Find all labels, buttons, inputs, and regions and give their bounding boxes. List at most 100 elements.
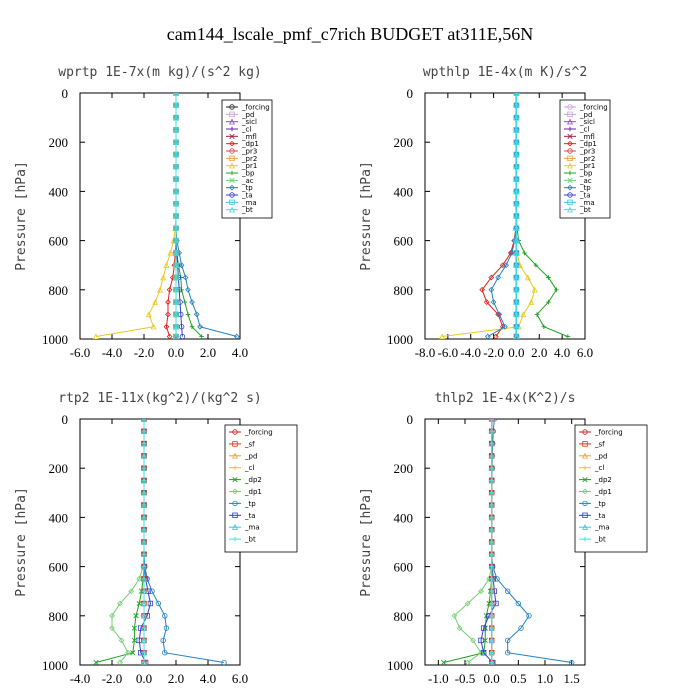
legend-box: [559, 99, 611, 219]
data-point: [173, 262, 179, 268]
data-point: [513, 139, 520, 145]
legend-marker: [229, 133, 235, 139]
y-axis-label: Pressure [hPa]: [359, 487, 374, 597]
legend-marker: [567, 192, 573, 198]
x-tick-label: 6.0: [577, 345, 593, 360]
data-point: [464, 600, 471, 607]
data-point: [160, 274, 167, 281]
data-point: [522, 250, 527, 256]
legend-label: _pr3: [241, 148, 257, 156]
data-point: [489, 588, 494, 594]
legend-label: _forcing: [579, 104, 608, 112]
legend-label: _bt: [241, 206, 253, 214]
data-point: [504, 588, 511, 594]
data-point: [173, 298, 179, 305]
legend-label: _sicl: [579, 118, 595, 126]
data-point: [173, 163, 179, 170]
legend-label: _ma: [579, 199, 595, 207]
data-point: [130, 650, 136, 656]
data-point: [173, 151, 179, 158]
data-point: [163, 625, 170, 631]
panel-title: rtp2 1E-11x(kg^2)/(kg^2 s): [58, 391, 262, 406]
data-point: [489, 601, 494, 606]
legend-marker: [229, 199, 235, 206]
legend-label: _cl: [241, 126, 251, 134]
legend-label: _mfl: [579, 133, 595, 141]
legend-marker: [232, 524, 238, 530]
data-point: [518, 625, 524, 631]
data-point: [513, 298, 520, 305]
data-point: [141, 441, 147, 446]
series-group: [93, 419, 227, 665]
legend-label: _ma: [244, 524, 260, 532]
data-point: [513, 163, 520, 170]
data-point: [193, 311, 200, 318]
legend-marker: [232, 500, 238, 507]
data-point: [141, 564, 147, 569]
x-tick-label: 0.5: [510, 671, 526, 686]
data-point: [541, 324, 547, 329]
data-point: [526, 613, 532, 619]
legend-label: _dp1: [241, 140, 259, 148]
y-tick-label: 600: [394, 234, 414, 249]
figure-title: cam144_lscale_pmf_c7rich BUDGET at311E,5…: [167, 24, 533, 44]
legend-marker: [229, 206, 235, 213]
x-tick-label: 2.0: [168, 671, 184, 686]
data-point: [489, 515, 494, 520]
legend-label: _bp: [579, 170, 593, 178]
y-tick-label: 200: [394, 461, 414, 476]
data-point: [173, 286, 179, 293]
x-tick-label: 4.0: [232, 345, 248, 360]
legend-label: _pr2: [241, 155, 257, 163]
data-point: [141, 502, 147, 508]
legend-marker: [229, 170, 235, 176]
data-point: [117, 600, 123, 607]
legend: _forcing_pd_sicl_cl_mfl_dp1_pr3_pr2_pr1_…: [221, 99, 273, 219]
legend-label: _ma: [241, 199, 257, 207]
data-point: [504, 650, 511, 656]
data-point: [504, 637, 511, 644]
data-point: [489, 539, 494, 545]
y-tick-label: 1000: [387, 658, 413, 673]
x-tick-label: 6.0: [232, 671, 248, 686]
x-tick-label: -2.0: [483, 345, 504, 360]
x-tick-label: -6.0: [438, 345, 459, 360]
data-point: [489, 638, 494, 643]
legend-marker: [229, 118, 235, 125]
data-point: [173, 175, 179, 182]
legend-marker: [582, 465, 588, 470]
legend-marker: [582, 500, 588, 507]
legend-label: _bt: [244, 536, 256, 544]
y-tick-label: 400: [49, 510, 69, 525]
legend: _forcing_pd_sicl_cl_mfl_dp1_pr3_pr2_pr1_…: [559, 99, 611, 219]
legend-label: _sf: [594, 440, 605, 448]
data-point: [141, 650, 147, 655]
data-point: [546, 299, 551, 305]
legend-label: _dp1: [594, 488, 612, 496]
data-point: [93, 659, 99, 665]
data-point: [513, 114, 520, 121]
data-point: [484, 333, 491, 339]
data-point: [157, 286, 163, 293]
legend-label: _cl: [244, 464, 254, 472]
data-point: [182, 299, 188, 305]
panel-3: rtp2 1E-11x(kg^2)/(kg^2 s) Pressure [hPa]…: [14, 391, 298, 686]
legend-label: _pr2: [579, 155, 595, 163]
data-point: [178, 324, 185, 330]
data-point: [513, 126, 520, 133]
data-point: [182, 274, 189, 281]
data-point: [534, 312, 540, 317]
x-tick-label: -4.0: [460, 345, 481, 360]
y-tick-label: 800: [49, 609, 69, 624]
y-tick-label: 200: [394, 135, 414, 150]
data-point: [439, 333, 445, 339]
series-line-pr1: [95, 93, 177, 338]
x-tick-label: 1.5: [564, 671, 580, 686]
panel-1: wprtp 1E-7x(m kg)/(s^2 kg) Pressure [hPa]…: [14, 65, 273, 360]
data-point: [141, 625, 147, 631]
data-point: [524, 274, 531, 281]
x-tick-label: 4.0: [200, 671, 216, 686]
data-point: [480, 625, 487, 631]
data-point: [513, 286, 520, 293]
legend-marker: [229, 177, 235, 183]
